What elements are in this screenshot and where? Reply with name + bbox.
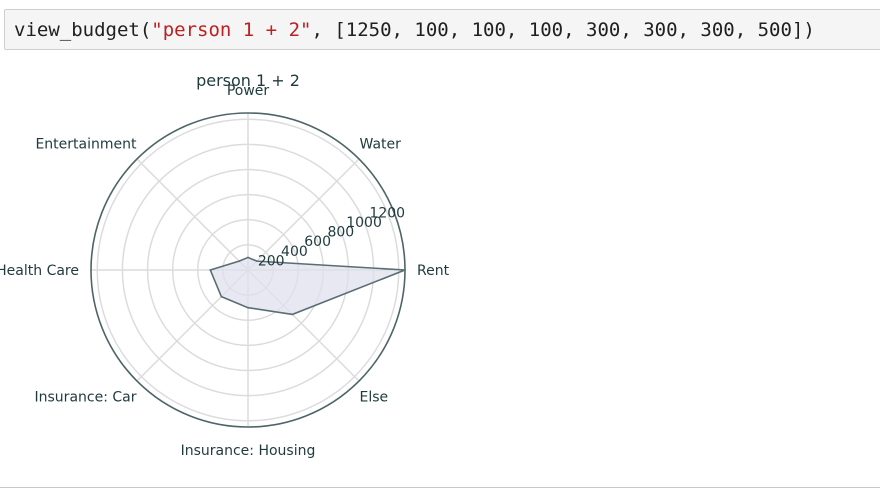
code-string-literal: "person 1 + 2" — [151, 19, 312, 41]
radial-tick-200: 200 — [258, 253, 285, 269]
output-area: person 1 + 2 200 400 600 800 1000 1200 Rent Wa… — [0, 60, 880, 490]
cell-divider — [0, 487, 880, 488]
code-function-name: view_budget — [14, 19, 140, 41]
series-polygon — [209, 256, 406, 316]
radial-tick-1000: 1000 — [346, 215, 382, 231]
data-point-insurance-housing — [247, 306, 249, 309]
category-label-health-care: Health Care — [0, 263, 79, 279]
code-cell[interactable]: view_budget("person 1 + 2", [1250, 100, … — [4, 9, 880, 50]
category-label-insurance-housing: Insurance: Housing — [181, 443, 316, 459]
data-point-entertainment — [238, 260, 240, 262]
category-label-power: Power — [227, 83, 270, 99]
code-number-list: 1250, 100, 100, 100, 300, 300, 300, 500 — [345, 19, 792, 41]
data-point-health-care — [209, 269, 212, 271]
label-layer: Rent Water Power Entertainment Health Care In… — [0, 83, 450, 459]
spoke-water — [247, 158, 360, 271]
data-point-insurance-car — [220, 295, 223, 298]
radial-tick-1200: 1200 — [369, 205, 405, 221]
data-point-rent — [404, 269, 406, 271]
spoke-entertainment — [136, 158, 249, 271]
code-close: ]) — [791, 19, 815, 41]
category-label-insurance-car: Insurance: Car — [35, 390, 137, 406]
radial-tick-800: 800 — [327, 225, 354, 241]
code-open-paren: ( — [139, 19, 152, 41]
category-label-entertainment: Entertainment — [35, 136, 137, 152]
chart-title: person 1 + 2 — [196, 71, 300, 90]
category-label-else: Else — [360, 390, 389, 406]
radial-tick-600: 600 — [304, 234, 331, 250]
data-point-else — [291, 313, 294, 316]
code-separator: , [ — [311, 19, 346, 41]
data-layer — [209, 256, 406, 316]
category-label-rent: Rent — [417, 263, 450, 279]
radial-tick-400: 400 — [281, 244, 308, 260]
data-point-power — [247, 256, 249, 259]
category-label-water: Water — [360, 136, 402, 152]
data-point-water — [256, 260, 258, 262]
